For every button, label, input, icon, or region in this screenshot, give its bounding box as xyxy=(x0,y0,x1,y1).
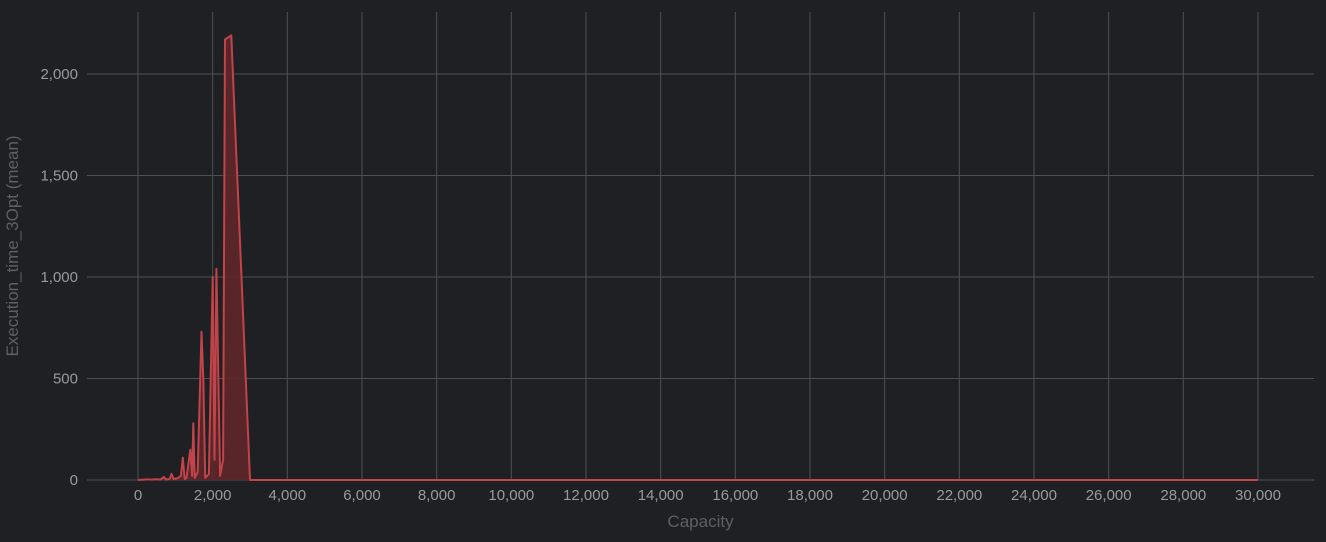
series-layer xyxy=(137,34,1258,481)
x-axis-title: Capacity xyxy=(667,512,734,531)
x-tick-label: 8,000 xyxy=(418,487,456,504)
x-tick-label: 2,000 xyxy=(194,487,232,504)
x-tick-label: 0 xyxy=(134,487,142,504)
x-tick-label: 30,000 xyxy=(1235,487,1281,504)
x-tick-label: 14,000 xyxy=(638,487,684,504)
y-tick-label: 1,500 xyxy=(40,168,78,185)
x-tick-label: 26,000 xyxy=(1086,487,1132,504)
x-tick-label: 28,000 xyxy=(1160,487,1206,504)
y-axis-title: Execution_time_3Opt (mean) xyxy=(3,135,22,356)
y-tick-label: 1,000 xyxy=(40,269,78,286)
tick-labels: 0 500 1,000 1,500 2,000 0 2,000 4,000 6,000 8,000… xyxy=(40,66,1280,504)
x-tick-label: 12,000 xyxy=(563,487,609,504)
x-tick-label: 6,000 xyxy=(343,487,381,504)
x-tick-label: 24,000 xyxy=(1011,487,1057,504)
y-tick-label: 2,000 xyxy=(40,66,78,83)
grid-lines xyxy=(87,12,1314,481)
x-tick-label: 18,000 xyxy=(787,487,833,504)
x-tick-label: 10,000 xyxy=(488,487,534,504)
y-tick-label: 500 xyxy=(53,371,78,388)
x-tick-label: 20,000 xyxy=(862,487,908,504)
x-tick-label: 16,000 xyxy=(712,487,758,504)
y-tick-label: 0 xyxy=(70,472,78,489)
series-area xyxy=(138,35,1258,481)
x-tick-label: 22,000 xyxy=(936,487,982,504)
series-line xyxy=(137,34,1258,481)
x-tick-label: 4,000 xyxy=(269,487,307,504)
